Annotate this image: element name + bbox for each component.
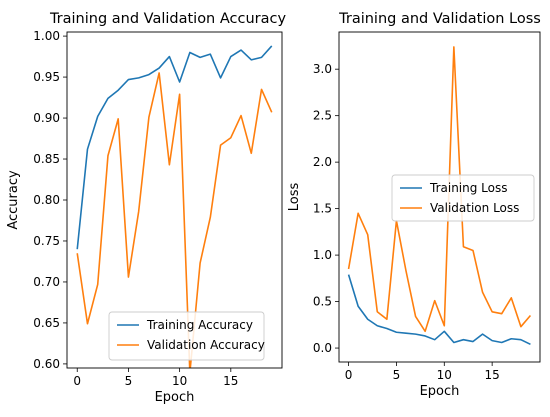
chart0-y-tick-label: 0.75 [33,234,60,248]
chart0-legend-box [108,311,265,361]
chart0-y-tick-label: 0.90 [33,111,60,125]
chart0-legend: Training Accuracy Validation Accuracy [108,311,265,361]
chart1-y-tick-label: 3.0 [313,62,332,76]
chart1-axes-frame [338,31,541,363]
chart1-x-axis-label: Epoch [420,384,460,399]
chart0-series-line-1 [76,72,273,368]
chart1-legend: Training Loss Validation Loss [391,174,535,222]
chart0-y-tick-label: 0.95 [33,70,60,84]
chart1-y-tick-label: 1.0 [313,248,332,262]
chart0-title: Training and Validation Accuracy [49,11,287,27]
chart1-y-tick-label: 0.5 [313,295,332,309]
chart1-legend-label-1: Validation Loss [430,201,519,215]
chart1-x-tick-label: 10 [437,368,452,382]
chart1-x-tick-label: 5 [393,368,401,382]
chart0-y-tick-label: 0.80 [33,193,60,207]
chart1-legend-box [391,174,535,222]
chart0-y-tick-label: 1.00 [33,29,60,43]
chart0-series-line-0 [76,45,273,250]
chart1-y-tick-label: 1.5 [313,202,332,216]
chart0-y-tick-label: 0.65 [33,316,60,330]
chart0-y-tick-label: 0.60 [33,357,60,371]
chart1-title: Training and Validation Loss [338,11,541,27]
chart0-x-tick-label: 10 [172,374,187,388]
chart0-y-tick-label: 0.70 [33,275,60,289]
chart1-y-tick-label: 2.0 [313,155,332,169]
chart1-panel: 0 5 10 15 0.0 0.5 1.0 1.5 2.0 2.5 3.0 Training and … [287,11,541,399]
chart1-series-line-0 [347,274,531,346]
chart0-y-tick-label: 0.85 [33,152,60,166]
chart1-legend-label-0: Training Loss [429,181,507,195]
chart1-y-tick-label: 2.5 [313,109,332,123]
chart0-x-tick-label: 15 [223,374,238,388]
chart1-series-line-1 [347,46,532,333]
chart0-x-tick-label: 5 [125,374,133,388]
chart0-legend-label-1: Validation Accuracy [147,338,265,352]
chart1-y-tick-label: 0.0 [313,341,332,355]
chart0-y-axis-label: Accuracy [6,170,21,230]
chart0-x-tick-label: 0 [73,374,81,388]
chart0-x-axis-label: Epoch [155,390,195,405]
chart1-x-tick-label: 0 [345,368,353,382]
chart0-legend-label-0: Training Accuracy [146,318,253,332]
chart1-y-axis-label: Loss [287,183,302,212]
chart1-x-tick-label: 15 [485,368,500,382]
chart0-panel: 0 5 10 15 0.60 0.65 0.70 0.75 0.80 0.85 0.90 0.95 1.… [6,11,286,405]
